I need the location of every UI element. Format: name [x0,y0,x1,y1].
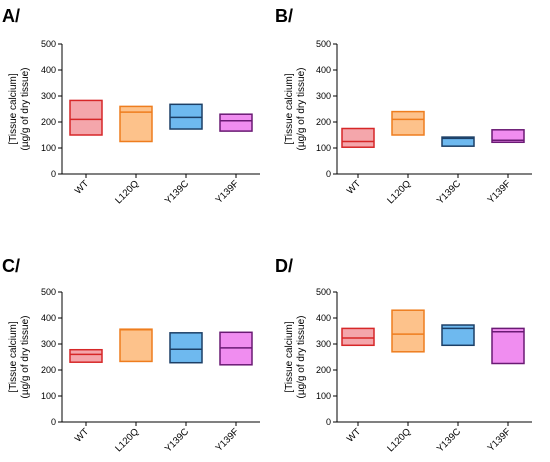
y-axis-label: (µg/g of dry tissue) [296,315,307,398]
panel-label: C/ [2,256,20,276]
x-tick-label: WT [73,178,91,196]
x-tick-label: Y139F [486,426,514,454]
y-tick-label: 400 [41,313,56,323]
y-tick-label: 500 [41,39,56,49]
y-axis-label: [Tissue calcium] [284,321,295,393]
y-tick-label: 400 [316,313,331,323]
x-tick-label: WT [73,426,91,444]
chart-panel-4: D/ [Tissue calcium] (µg/g of dry tissue) 0 1… [275,256,532,455]
y-tick-label: 100 [41,391,56,401]
box-y139c [441,136,475,147]
x-tick-label: Y139C [435,426,463,454]
y-tick-label: 0 [51,169,56,179]
box-l120q [119,328,153,363]
box-wt [341,327,375,347]
x-tick-label: Y139C [163,178,191,206]
x-tick-label: Y139F [486,178,514,206]
x-tick-label: Y139F [214,426,242,454]
y-tick-label: 400 [41,65,56,75]
y-tick-label: 300 [316,91,331,101]
y-tick-label: 300 [41,339,56,349]
x-tick-label: WT [345,178,363,196]
x-tick-label: Y139C [163,426,191,454]
x-tick-label: L120Q [113,178,141,206]
y-tick-label: 200 [316,117,331,127]
y-tick-label: 300 [41,91,56,101]
y-axis-label: [Tissue calcium] [8,321,19,393]
box-wt [69,348,103,363]
y-axis-label: [Tissue calcium] [284,73,295,145]
x-tick-label: L120Q [113,426,141,454]
panel-label: B/ [275,6,293,26]
y-axis-label: [Tissue calcium] [8,73,19,145]
x-tick-label: Y139C [435,178,463,206]
y-tick-label: 200 [41,365,56,375]
box-l120q [391,309,425,353]
y-tick-label: 500 [41,287,56,297]
y-axis-label: (µg/g of dry tissue) [296,67,307,150]
box-y139f [219,113,253,132]
panel-label: A/ [2,6,20,26]
chart-panel-3: C/ [Tissue calcium] (µg/g of dry tissue) 0 1… [2,256,260,455]
box-wt [341,127,375,148]
y-axis-label: (µg/g of dry tissue) [20,315,31,398]
x-tick-label: Y139F [214,178,242,206]
box-y139c [169,332,203,364]
y-tick-label: 200 [41,117,56,127]
box-y139c [441,324,475,347]
y-tick-label: 200 [316,365,331,375]
box-wt [69,99,103,136]
y-tick-label: 500 [316,39,331,49]
x-tick-label: L120Q [385,426,413,454]
y-tick-label: 100 [316,143,331,153]
x-tick-label: L120Q [385,178,413,206]
chart-panel-2: B/ [Tissue calcium] (µg/g of dry tissue) 0 1… [275,6,532,207]
y-tick-label: 400 [316,65,331,75]
y-tick-label: 300 [316,339,331,349]
panel-label: D/ [275,256,293,276]
y-tick-label: 100 [316,391,331,401]
y-tick-label: 0 [326,417,331,427]
chart-panel-1: A/ [Tissue calcium] (µg/g of dry tissue) 0 1… [2,6,260,207]
box-l120q [391,110,425,136]
box-y139f [491,129,525,144]
y-axis-label: (µg/g of dry tissue) [20,67,31,150]
y-tick-label: 0 [51,417,56,427]
y-tick-label: 0 [326,169,331,179]
x-tick-label: WT [345,426,363,444]
y-tick-label: 100 [41,143,56,153]
y-tick-label: 500 [316,287,331,297]
box-y139f [491,327,525,365]
